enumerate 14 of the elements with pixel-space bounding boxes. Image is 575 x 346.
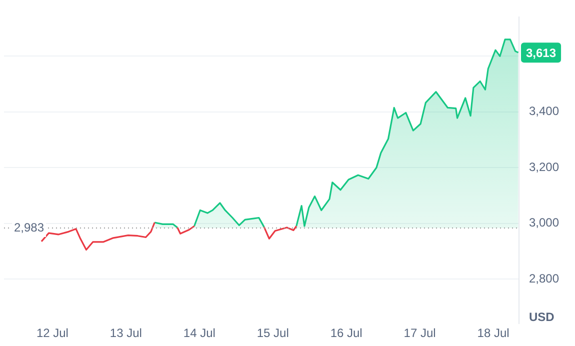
x-tick-label: 13 Jul — [110, 326, 142, 340]
y-tick-label: 3,200 — [529, 160, 560, 174]
x-tick-label: 18 Jul — [477, 326, 510, 340]
x-tick-label: 12 Jul — [36, 326, 68, 340]
y-tick-label: 2,800 — [529, 271, 560, 286]
annotation: 3,613 — [526, 46, 556, 60]
ref-line-label: 2,983 — [14, 220, 44, 234]
y-tick-label: 3,400 — [529, 104, 560, 118]
y-axis-title: USD — [529, 310, 555, 324]
x-tick-label: 15 Jul — [256, 326, 289, 340]
x-tick-label: 17 Jul — [404, 326, 436, 340]
x-tick-label: 16 Jul — [330, 326, 362, 340]
x-tick-label: 14 Jul — [183, 326, 216, 340]
y-tick-label: 3,000 — [529, 216, 560, 230]
